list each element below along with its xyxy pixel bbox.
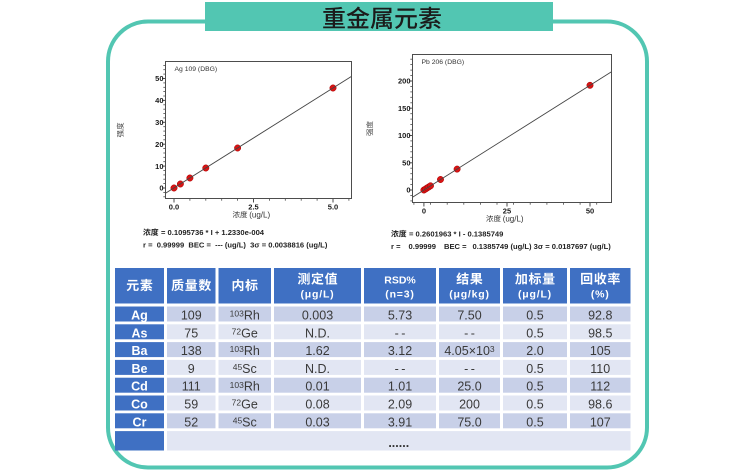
svg-text:(μg/kg): (μg/kg) bbox=[449, 289, 490, 301]
svg-text:111: 111 bbox=[182, 380, 201, 394]
svg-text:Cd: Cd bbox=[131, 380, 148, 394]
svg-text:105: 105 bbox=[590, 344, 611, 358]
svg-text:(ug/L): (ug/L) bbox=[500, 214, 523, 223]
svg-text:98.6: 98.6 bbox=[588, 398, 612, 412]
svg-text:0.5: 0.5 bbox=[526, 309, 543, 323]
svg-text:Ag: Ag bbox=[131, 309, 148, 323]
svg-text:3.12: 3.12 bbox=[388, 344, 412, 358]
svg-text:N.D.: N.D. bbox=[305, 326, 330, 340]
svg-text:150: 150 bbox=[398, 104, 411, 113]
svg-text:0.003: 0.003 bbox=[302, 309, 333, 323]
svg-text:52: 52 bbox=[184, 415, 198, 429]
svg-text:Ge: Ge bbox=[241, 326, 258, 340]
svg-text:112: 112 bbox=[590, 380, 610, 394]
svg-text:Sc: Sc bbox=[242, 362, 257, 376]
svg-text:Ge: Ge bbox=[241, 398, 258, 412]
svg-text:100: 100 bbox=[398, 131, 411, 140]
svg-text:(μg/L): (μg/L) bbox=[301, 289, 335, 301]
svg-text:109: 109 bbox=[181, 309, 202, 323]
svg-text:(μg/L): (μg/L) bbox=[518, 289, 552, 301]
svg-text:N.D.: N.D. bbox=[305, 362, 330, 376]
svg-text:Cr: Cr bbox=[133, 415, 147, 429]
svg-text:103: 103 bbox=[230, 380, 244, 390]
svg-text:0: 0 bbox=[422, 207, 426, 216]
svg-text:59: 59 bbox=[184, 398, 198, 412]
svg-text:50: 50 bbox=[155, 74, 163, 83]
svg-text:0.0: 0.0 bbox=[169, 203, 179, 212]
svg-text:92.8: 92.8 bbox=[588, 309, 612, 323]
svg-text:Rh: Rh bbox=[244, 380, 260, 394]
svg-text:1.62: 1.62 bbox=[305, 344, 329, 358]
svg-text:5.0: 5.0 bbox=[328, 203, 338, 212]
svg-text:r = 0.99999 BEC = 0.13857: r = 0.99999 BEC = 0.1385749 (ug/L) 3σ = … bbox=[391, 242, 611, 251]
svg-text:2.0: 2.0 bbox=[526, 344, 543, 358]
svg-text:0.5: 0.5 bbox=[526, 380, 543, 394]
svg-text:1.01: 1.01 bbox=[388, 380, 412, 394]
svg-text:Rh: Rh bbox=[244, 309, 260, 323]
svg-text:30: 30 bbox=[155, 118, 163, 127]
svg-text:72: 72 bbox=[232, 326, 242, 336]
svg-text:0.5: 0.5 bbox=[526, 326, 543, 340]
svg-text:= 0.2601963 * I - 0.1385749: = 0.2601963 * I - 0.1385749 bbox=[409, 230, 503, 239]
svg-text:0.5: 0.5 bbox=[526, 415, 543, 429]
svg-text:(ug/L): (ug/L) bbox=[247, 210, 270, 219]
svg-text:......: ...... bbox=[388, 436, 409, 450]
svg-text:107: 107 bbox=[590, 415, 611, 429]
svg-text:138: 138 bbox=[181, 344, 202, 358]
svg-text:5.73: 5.73 bbox=[388, 309, 412, 323]
svg-text:200: 200 bbox=[398, 77, 411, 86]
svg-text:25: 25 bbox=[503, 207, 511, 216]
svg-text:Ba: Ba bbox=[132, 344, 149, 358]
svg-text:0.08: 0.08 bbox=[305, 398, 329, 412]
svg-text:As: As bbox=[132, 326, 148, 340]
svg-text:3.91: 3.91 bbox=[388, 415, 412, 429]
svg-text:- -: - - bbox=[395, 362, 406, 376]
svg-text:40: 40 bbox=[155, 96, 163, 105]
svg-text:50: 50 bbox=[402, 158, 410, 167]
svg-text:4.05×10: 4.05×10 bbox=[444, 344, 490, 358]
svg-text:3: 3 bbox=[490, 344, 495, 354]
svg-text:110: 110 bbox=[590, 362, 610, 376]
svg-text:- -: - - bbox=[395, 326, 406, 340]
svg-text:2.09: 2.09 bbox=[388, 398, 412, 412]
svg-text:72: 72 bbox=[232, 398, 242, 408]
svg-text:75: 75 bbox=[184, 326, 198, 340]
svg-text:Co: Co bbox=[131, 398, 148, 412]
svg-text:2.5: 2.5 bbox=[248, 203, 258, 212]
svg-text:0: 0 bbox=[159, 184, 163, 193]
svg-text:0: 0 bbox=[406, 186, 410, 195]
svg-text:25.0: 25.0 bbox=[457, 380, 481, 394]
svg-text:10: 10 bbox=[155, 162, 163, 171]
svg-text:103: 103 bbox=[230, 309, 244, 319]
svg-text:Rh: Rh bbox=[244, 344, 260, 358]
svg-text:103: 103 bbox=[230, 344, 244, 354]
svg-text:(n=3): (n=3) bbox=[385, 289, 414, 301]
svg-text:Pb 206 (DBG): Pb 206 (DBG) bbox=[422, 59, 465, 66]
svg-text:0.01: 0.01 bbox=[305, 380, 329, 394]
svg-text:Be: Be bbox=[132, 362, 148, 376]
svg-text:0.03: 0.03 bbox=[305, 415, 329, 429]
svg-text:45: 45 bbox=[233, 362, 243, 372]
svg-text:200: 200 bbox=[459, 398, 480, 412]
svg-text:= 0.1095736 * I + 1.2330e-004: = 0.1095736 * I + 1.2330e-004 bbox=[161, 228, 265, 237]
svg-text:RSD%: RSD% bbox=[384, 275, 416, 287]
svg-text:- -: - - bbox=[464, 362, 475, 376]
svg-text:(%): (%) bbox=[591, 289, 610, 301]
svg-text:7.50: 7.50 bbox=[457, 309, 481, 323]
svg-text:45: 45 bbox=[233, 415, 243, 425]
svg-text:0.5: 0.5 bbox=[526, 362, 543, 376]
svg-text:0.5: 0.5 bbox=[526, 398, 543, 412]
svg-text:75.0: 75.0 bbox=[457, 415, 481, 429]
svg-text:- -: - - bbox=[464, 326, 475, 340]
svg-text:98.5: 98.5 bbox=[588, 326, 612, 340]
svg-text:r = 0.99999 BEC = --- (ug/L: r = 0.99999 BEC = --- (ug/L) 3σ = 0.0038… bbox=[143, 240, 328, 249]
svg-text:Sc: Sc bbox=[242, 415, 257, 429]
svg-text:20: 20 bbox=[155, 140, 163, 149]
svg-text:9: 9 bbox=[188, 362, 195, 376]
svg-text:Ag 109 (DBG): Ag 109 (DBG) bbox=[175, 66, 218, 73]
svg-text:50: 50 bbox=[586, 207, 594, 216]
